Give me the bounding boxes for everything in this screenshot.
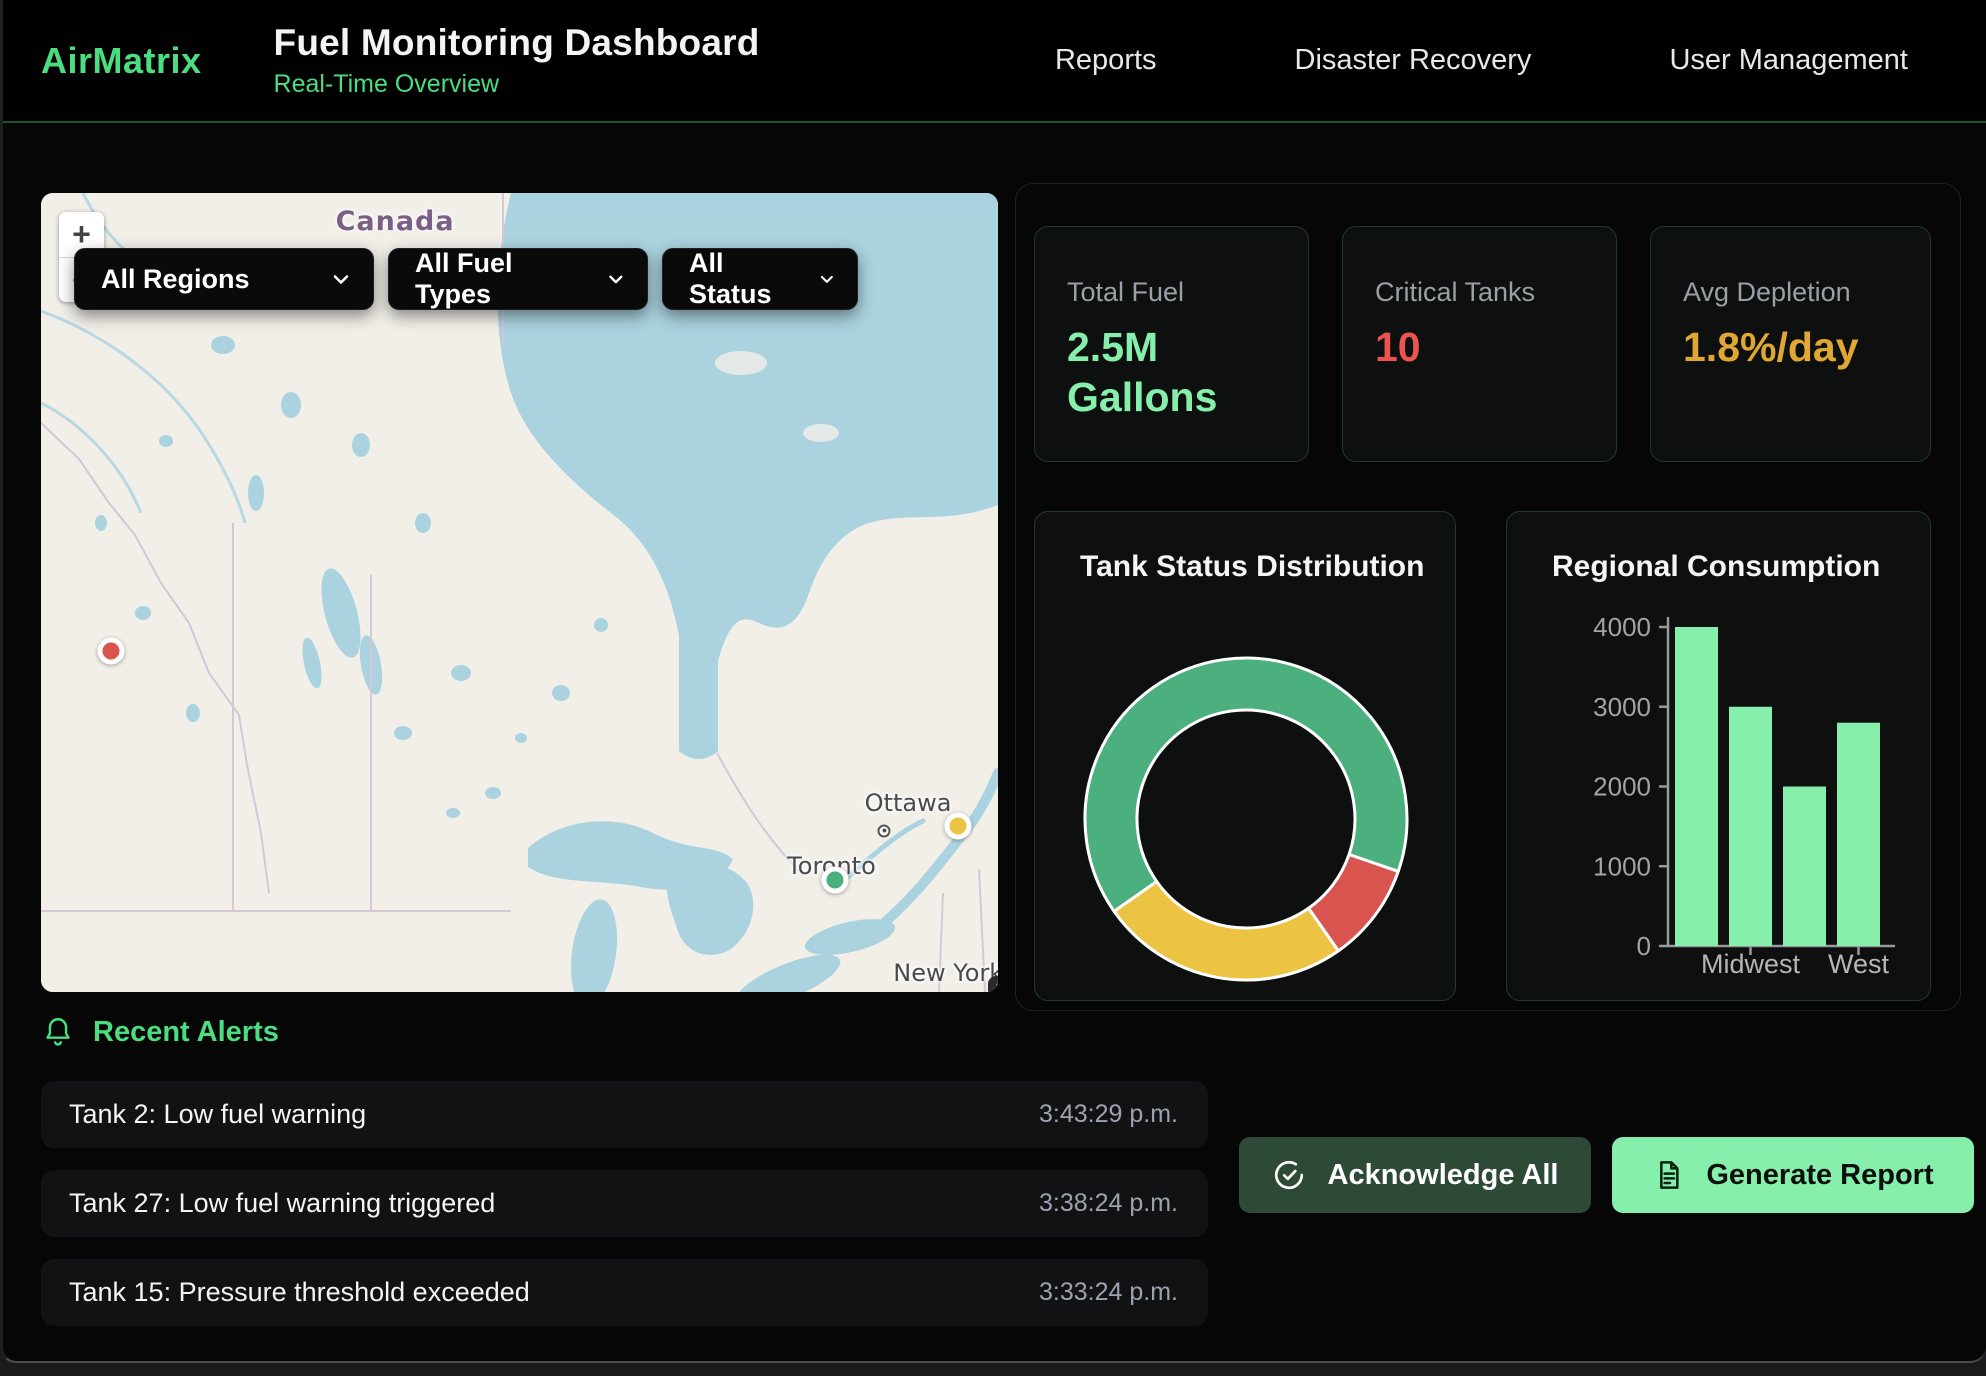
regional-consumption-card: Regional Consumption 0 1000 2000 3000 4000 Mi… bbox=[1506, 511, 1931, 1001]
stat-card-total-fuel: Total Fuel 2.5M Gallons bbox=[1034, 226, 1309, 462]
file-report-icon bbox=[1660, 1161, 1679, 1189]
acknowledge-all-label: Acknowledge All bbox=[1327, 1158, 1559, 1191]
alert-message: Tank 15: Pressure threshold exceeded bbox=[69, 1277, 530, 1307]
alert-timestamp: 3:33:24 p.m. bbox=[1039, 1278, 1178, 1306]
stat-label: Critical Tanks bbox=[1375, 277, 1536, 307]
regional-consumption-bar-chart: 0 1000 2000 3000 4000 Midwest West bbox=[1593, 612, 1895, 979]
y-tick-label: 4000 bbox=[1593, 612, 1651, 642]
zoom-in-button[interactable]: + bbox=[72, 216, 91, 252]
filter-label: All Fuel Types bbox=[415, 248, 513, 309]
donut-segment-warning bbox=[1112, 880, 1340, 982]
map-label-canada: Canada bbox=[335, 205, 455, 237]
alert-row: Tank 15: Pressure threshold exceeded 3:33… bbox=[41, 1259, 1208, 1326]
bar-region-4 bbox=[1837, 722, 1880, 946]
alert-message: Tank 27: Low fuel warning triggered bbox=[69, 1188, 496, 1218]
nav-reports[interactable]: Reports bbox=[1054, 44, 1157, 76]
charts-row: Tank Status Distribution Regional Consum… bbox=[1034, 511, 1931, 1001]
header-titles: Fuel Monitoring Dashboard Real-Time Over… bbox=[274, 22, 760, 99]
tank-marker-normal[interactable] bbox=[821, 866, 849, 894]
alert-list: Tank 2: Low fuel warning 3:43:29 p.m. Tank… bbox=[41, 1081, 1208, 1326]
bar-region-1 bbox=[1675, 627, 1718, 946]
recent-alerts-section: Recent Alerts Tank 2: Low fuel warning 3:… bbox=[41, 1010, 1974, 1350]
city-dot-icon bbox=[877, 824, 891, 838]
stat-value: 2.5M Gallons bbox=[1067, 324, 1218, 421]
stat-value: 1.8%/​day bbox=[1683, 324, 1859, 370]
bar-region-2 bbox=[1729, 706, 1772, 946]
filter-dropdown-all-regions[interactable]: All Regions bbox=[74, 248, 374, 310]
bell-icon bbox=[46, 1018, 70, 1046]
tank-status-donut-chart bbox=[1083, 656, 1409, 982]
tank-status-title: Tank Status Distribution bbox=[1080, 550, 1425, 583]
tank-marker-critical[interactable] bbox=[97, 637, 125, 665]
nav-disaster-recovery[interactable]: Disaster Recovery bbox=[1294, 44, 1532, 76]
alert-timestamp: 3:38:24 p.m. bbox=[1039, 1189, 1178, 1217]
stat-value: 10 bbox=[1375, 324, 1421, 370]
alert-timestamp: 3:43:29 p.m. bbox=[1039, 1100, 1178, 1128]
filter-dropdown-all-status[interactable]: All Status bbox=[662, 248, 858, 310]
filter-dropdown-all-fuel-types[interactable]: All Fuel Types bbox=[388, 248, 648, 310]
y-tick-label: 2000 bbox=[1593, 772, 1651, 802]
y-tick-label: 0 bbox=[1637, 931, 1651, 961]
map-tiles bbox=[41, 193, 998, 992]
alert-row: Tank 27: Low fuel warning triggered 3:38:… bbox=[41, 1170, 1208, 1237]
generate-report-label: Generate Report bbox=[1706, 1158, 1934, 1191]
app-logo: AirMatrix bbox=[41, 39, 202, 81]
regional-consumption-title: Regional Consumption bbox=[1552, 550, 1881, 583]
chevron-down-icon bbox=[609, 275, 623, 284]
map-filter-bar: All Regions All Fuel Types All Status bbox=[74, 248, 858, 310]
page-title: Fuel Monitoring Dashboard bbox=[273, 22, 760, 63]
acknowledge-all-button[interactable]: Acknowledge All bbox=[1239, 1137, 1591, 1213]
nav-user-management[interactable]: User Management bbox=[1669, 44, 1908, 76]
filter-label: All Status bbox=[689, 248, 772, 309]
stat-card-avg-depletion: Avg Depletion 1.8%/​day bbox=[1650, 226, 1931, 462]
top-nav: Reports Disaster Recovery User Management bbox=[1055, 0, 1908, 121]
map-label-new-york: New York bbox=[893, 958, 998, 987]
app-header: AirMatrix Fuel Monitoring Dashboard Real… bbox=[3, 0, 1986, 123]
generate-report-button[interactable]: Generate Report bbox=[1612, 1137, 1974, 1213]
bar-region-3 bbox=[1783, 786, 1826, 946]
recent-alerts-header: Recent Alerts bbox=[41, 1010, 1974, 1054]
tank-marker-warning[interactable] bbox=[944, 812, 972, 840]
chevron-down-icon bbox=[821, 275, 834, 283]
x-tick-label-midwest: Midwest bbox=[1701, 949, 1801, 979]
chevron-down-icon bbox=[333, 275, 349, 284]
page-subtitle: Real-Time Overview bbox=[273, 70, 500, 98]
stat-label: Avg Depletion bbox=[1683, 277, 1851, 307]
stat-cards-row: Total Fuel 2.5M Gallons Critical Tanks 10 Av… bbox=[1034, 226, 1931, 462]
metrics-panel: Total Fuel 2.5M Gallons Critical Tanks 10 Av… bbox=[1015, 183, 1961, 1011]
alert-row: Tank 2: Low fuel warning 3:43:29 p.m. bbox=[41, 1081, 1208, 1148]
x-tick-label-west: West bbox=[1828, 949, 1890, 979]
drag-handle-icon[interactable] bbox=[988, 976, 998, 992]
tank-status-card: Tank Status Distribution bbox=[1034, 511, 1456, 1001]
y-tick-label: 1000 bbox=[1593, 851, 1651, 881]
check-circle-icon bbox=[1274, 1160, 1303, 1190]
filter-label: All Regions bbox=[101, 263, 250, 294]
map-label-ottawa: Ottawa bbox=[864, 789, 952, 818]
donut-segment-normal bbox=[1083, 656, 1409, 913]
y-tick-label: 3000 bbox=[1593, 692, 1651, 722]
alert-message: Tank 2: Low fuel warning bbox=[69, 1099, 367, 1129]
recent-alerts-title: Recent Alerts bbox=[93, 1015, 279, 1048]
stat-label: Total Fuel bbox=[1067, 277, 1185, 307]
stat-card-critical-tanks: Critical Tanks 10 bbox=[1342, 226, 1617, 462]
